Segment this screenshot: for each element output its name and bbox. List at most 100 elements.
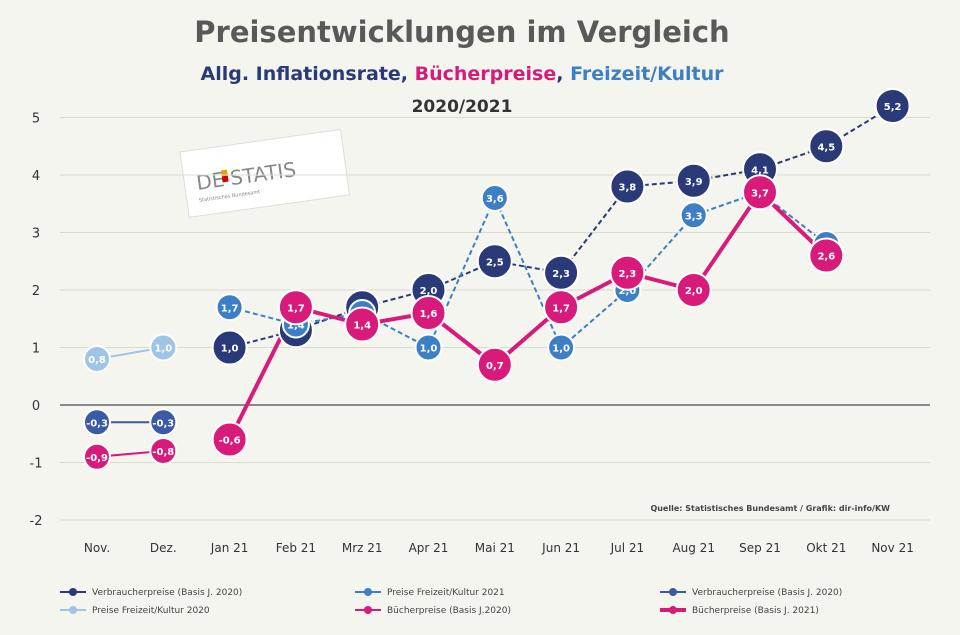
y-tick-label: 0 [32,399,40,414]
data-point [808,128,845,165]
legend-marker [669,606,677,614]
data-label: 0,7 [486,361,504,372]
data-label: 2,0 [619,286,637,297]
x-tick-label: Jun 21 [541,541,580,555]
legend-label: Bücherpreise (Basis J.2020) [387,606,511,616]
x-tick-label: Apr 21 [409,541,449,555]
data-label: 3,3 [685,211,703,222]
data-point [476,346,513,383]
x-tick-label: Okt 21 [806,541,846,555]
data-point [277,289,314,326]
data-label: 2,3 [552,269,570,280]
y-tick-label: -2 [30,514,43,529]
data-label: 1,7 [221,303,239,314]
y-tick-label: 1 [32,342,40,357]
data-point [609,254,646,291]
data-point [480,184,509,212]
destatis-logo: DE STATIS Statistisches Bundesamt [179,128,351,218]
data-point [149,437,178,465]
subtitle-part: Bücherpreise [415,63,557,85]
legend-item: Bücherpreise (Basis J. 2021) [660,606,819,616]
data-point [149,408,178,437]
data-point [83,345,111,373]
data-label: 2,6 [817,252,835,263]
series-line [229,191,827,349]
data-label: -0,8 [152,447,174,458]
data-point [609,168,646,205]
y-tick-label: -1 [30,457,43,472]
data-point [410,295,447,331]
data-label: 2,3 [619,269,637,280]
legend-marker [69,588,77,596]
source-note: Quelle: Statistisches Bundesamt / Grafik… [650,504,890,513]
data-point [211,421,248,458]
data-label: 1,0 [420,344,438,355]
subtitle-part: , [556,63,570,85]
x-tick-label: Mrz 21 [342,541,383,555]
data-point [215,293,244,322]
data-label: 1,4 [287,321,305,332]
legend-marker [669,588,677,596]
data-label: -0,6 [219,436,241,447]
axes: -2 -1 0 1 2 3 4 5 Nov. Dez. Jan 21 Feb 21 Mrz 21 Apr … [30,112,930,555]
data-label: 1,7 [287,303,305,314]
data-label: 2,0 [420,286,438,297]
data-point [543,289,580,326]
legend-item: Verbraucherpreise (Basis J. 2020) [60,588,242,598]
data-point [874,88,911,124]
data-label: 2,5 [486,257,504,268]
data-label: 4,1 [751,165,769,176]
x-tick-label: Feb 21 [276,541,316,555]
chart-period: 2020/2021 [412,97,513,117]
data-point [83,408,111,437]
data-point [83,442,111,471]
data-point [742,174,778,211]
data-point [679,201,708,230]
x-tick-label: Sep 21 [739,541,781,555]
data-label: 1,6 [420,309,438,320]
x-tick-label: Nov 21 [871,541,914,555]
chart-title: Preisentwicklungen im Vergleich [194,15,729,49]
data-label: 1,4 [353,321,371,332]
x-tick-label: Aug 21 [672,541,715,555]
legend-marker [364,606,372,614]
data-point [476,243,513,280]
legend-item: Preise Freizeit/Kultur 2020 [60,606,210,616]
legend-item: Verbraucherpreise (Basis J. 2020) [660,588,842,598]
data-label: 3,6 [486,194,504,205]
x-tick-label: Nov. [84,541,110,555]
data-point [344,306,381,343]
data-label: 4,5 [817,142,835,153]
legend-marker [364,588,372,596]
y-tick-label: 2 [32,284,40,299]
legend-label: Preise Freizeit/Kultur 2020 [92,606,210,616]
subtitle-part: Allg. Inflationsrate, [200,63,414,85]
data-point [149,333,178,362]
legend-label: Preise Freizeit/Kultur 2021 [387,588,505,598]
data-label: 3,8 [619,183,637,194]
chart-subtitle: Allg. Inflationsrate, Bücherpreise, Frei… [200,63,724,85]
data-label: -0,3 [152,418,174,429]
data-point [547,333,576,362]
series-line [227,190,828,441]
data-point [675,162,712,199]
data-label: 1,0 [221,344,239,355]
data-point [675,272,712,308]
markers: 1,01,31,72,02,52,33,83,94,14,55,21,71,41… [83,88,911,471]
legend: Verbraucherpreise (Basis J. 2020) Preise … [60,588,842,616]
x-tick-label: Dez. [150,541,177,555]
legend-marker [69,606,77,614]
data-point [414,333,443,362]
data-point [211,329,248,366]
legend-item: Preise Freizeit/Kultur 2021 [355,588,505,598]
logo-text-de: DE [195,167,226,195]
y-tick-label: 4 [32,169,40,184]
data-label: 0,8 [88,355,106,366]
legend-item: Bücherpreise (Basis J.2020) [355,606,511,616]
data-label: -0,9 [86,453,108,464]
x-tick-label: Jan 21 [210,541,249,555]
data-label: 1,0 [154,344,172,355]
legend-label: Verbraucherpreise (Basis J. 2020) [692,588,842,598]
